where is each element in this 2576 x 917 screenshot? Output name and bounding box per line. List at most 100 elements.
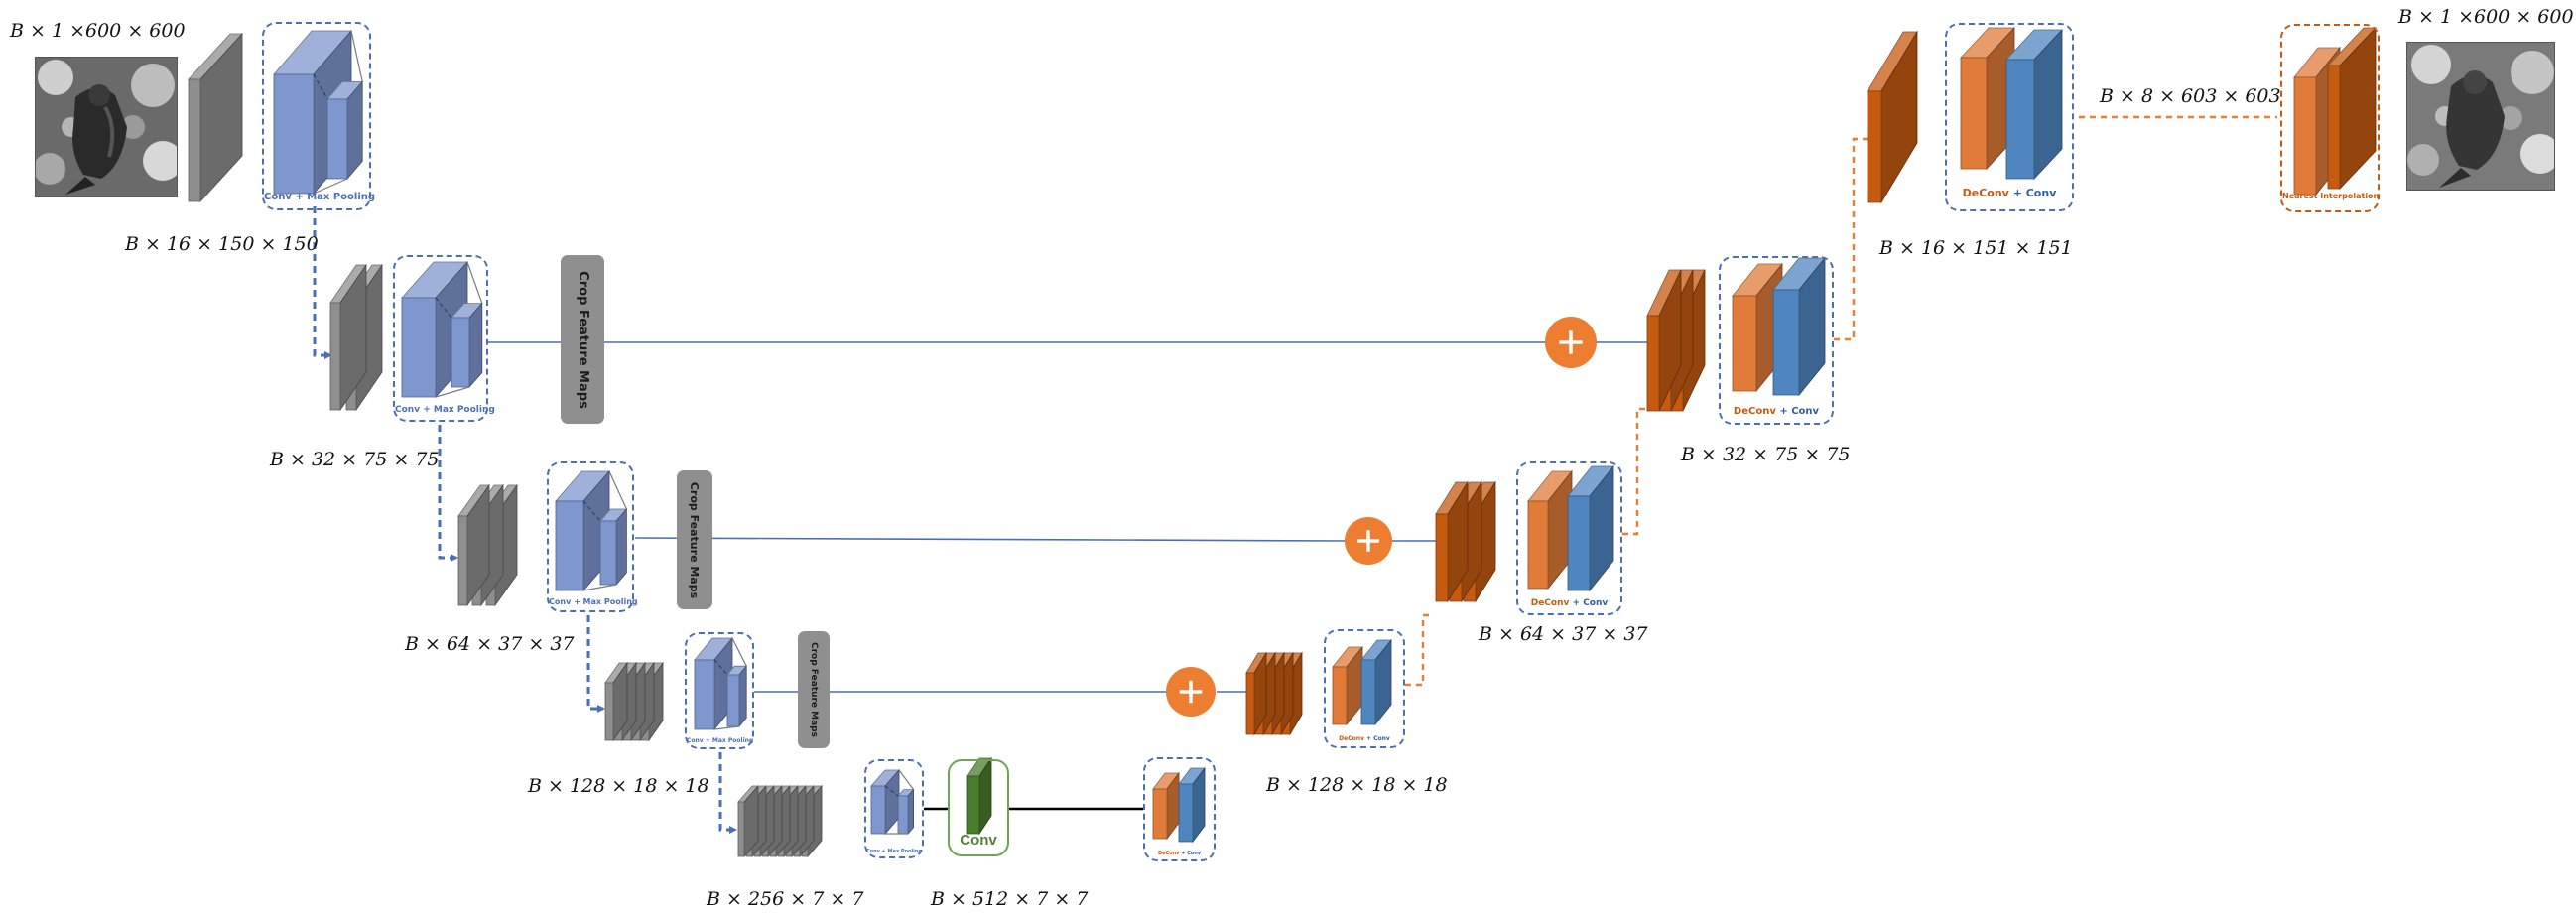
crop-feature-maps-3: Crop Feature Maps [798,631,830,748]
deconv-conv-prism-2-conv-slab [1772,256,1826,397]
dim-enc1: B × 16 × 150 × 150 [125,233,319,255]
conv-maxpool-module-4: Conv + Max Pooling [685,632,754,749]
conv-maxpool-prism-3 [555,469,628,592]
conv-maxpool-label-3: Conv + Max Pooling [549,597,638,606]
plus-circle-icon-3-cross [1179,680,1203,704]
conv-text-3: + Conv [1572,598,1609,608]
bottleneck-conv-label: Conv [960,832,997,849]
enc-stack-5-slab-1 [737,784,759,858]
dim-enc2: B × 32 × 75 × 75 [270,449,440,470]
conv-maxpool-prism-3-edge [608,470,627,510]
down-arrow-3 [586,615,605,713]
conv-maxpool-module-2: Conv + Max Pooling [393,255,495,422]
enc-stack-4-slab-1 [604,661,628,742]
deconv-conv-label-2: DeConv + Conv [1721,406,1832,417]
down-arrow-4 [718,752,737,834]
conv-maxpool-prism-5 [870,768,915,836]
deconv-conv-prism-2 [1732,256,1826,397]
deconv-conv-prism-3-conv-slab [1567,464,1614,592]
output-bird-photo [2407,43,2554,190]
dim-enc4: B × 128 × 18 × 18 [528,775,709,797]
conv-maxpool-prism-3-edge [582,500,601,522]
conv-maxpool-module-1: Conv + Max Pooling [262,22,376,210]
deconv-conv-label-1: DeConv + Conv [1947,187,2072,199]
conv-maxpool-label-5: Conv + Max Pooling [866,849,923,854]
deconv-conv-prism-3 [1527,464,1614,592]
conv-maxpool-prism-4-edge [731,637,747,667]
conv-text-1: + Conv [2012,187,2057,199]
deconv-text-1: DeConv [1962,187,2009,199]
conv-maxpool-prism-2-pool-slab [451,302,483,389]
conv-maxpool-prism-2-edge [435,297,452,319]
conv-maxpool-prism-5-pool-slab [897,788,915,836]
deconv-conv-module-3: DeConv + Conv [1516,461,1622,615]
plus-circle-icon-3 [1166,667,1216,717]
deconv-conv-prism-4-conv-slab [1360,638,1392,726]
conv-maxpool-label-2: Conv + Max Pooling [395,405,495,415]
conv-maxpool-prism-1-pool-slab [326,80,364,181]
input-image [35,57,178,197]
dim-dec4: B × 128 × 18 × 18 [1266,774,1448,796]
input-bird-photo [36,58,177,196]
dim-enc3: B × 64 × 37 × 37 [405,633,575,655]
decoder-feature-stacks [1245,30,1918,736]
deconv-conv-label-3: DeConv + Conv [1518,598,1620,608]
deconv-text-2: DeConv [1733,406,1776,417]
plus-circle-icon-1 [1545,317,1597,368]
conv-maxpool-prism-1-edge [313,178,348,195]
plus-circle-icon-1-cross [1559,330,1583,354]
deconv-conv-prism-5 [1152,766,1206,844]
enc-stack-1-slab-1 [188,32,243,203]
conv-maxpool-prism-1-edge [350,30,363,82]
conv-text-2: + Conv [1779,406,1820,417]
enc-stack-2-slab-1 [329,263,367,412]
conv-maxpool-label-1: Conv + Max Pooling [264,192,376,202]
deconv-conv-prism-1-conv-slab [2005,28,2063,181]
deconv-conv-prism-4 [1332,638,1392,726]
dec-stack-3-slab-1 [1435,480,1469,603]
dim-dec2: B × 32 × 75 × 75 [1681,444,1851,465]
plus-circle-icon-2 [1345,517,1392,565]
skip-line-level-2 [634,537,1346,542]
dim-dec3: B × 64 × 37 × 37 [1479,623,1648,645]
conv-maxpool-prism-5-conv-slab [870,768,900,836]
conv-maxpool-prism-5-edge [884,785,899,797]
dec-stack-2-slab-1 [1646,269,1682,412]
crop-feature-maps-label-3: Crop Feature Maps [809,642,820,737]
dim-input: B × 1 ×600 × 600 [10,20,186,42]
deconv-text-5: DeConv [1157,851,1180,856]
conv-maxpool-prism-2 [401,260,483,399]
conv-maxpool-prism-3-edge [582,584,617,591]
down-arrow-2 [438,425,458,562]
conv-maxpool-prism-4-edge [713,725,740,730]
deconv-conv-label-5: DeConv + Conv [1145,851,1214,856]
deconv-text-3: DeConv [1530,598,1570,608]
deconv-conv-module-5: DeConv + Conv [1143,757,1216,861]
dim-output: B × 1 ×600 × 600 [2398,6,2574,28]
crop-feature-maps-2: Crop Feature Maps [677,470,712,609]
module-prisms [273,26,2377,844]
conv-maxpool-prism-4-edge [713,659,728,676]
up-line-2 [1834,137,1868,341]
encoder-down-arrows [313,206,737,834]
interp-slab-back [2327,26,2377,191]
conv-maxpool-prism-1 [273,29,364,196]
deconv-text-4: DeConv [1339,735,1364,742]
decoder-up-lines [1405,115,2277,687]
dim-interp-in: B × 8 × 603 × 603 [2100,85,2281,107]
conv-maxpool-prism-4 [694,636,748,731]
deconv-conv-prism-3-deconv-slab [1527,469,1573,590]
bottleneck-conv-slab [966,756,992,836]
up-line-4 [1405,613,1433,687]
down-arrow-1 [313,206,332,359]
deconv-conv-prism-5-conv-slab [1178,766,1206,844]
crop-feature-maps-label-1: Crop Feature Maps [575,270,590,409]
plus-circle-icon-2-cross [1357,530,1379,552]
conv-maxpool-prism-2-edge [466,261,483,304]
conv-maxpool-module-5: Conv + Max Pooling [864,759,924,858]
bottleneck-conv-module: Conv [948,759,1009,856]
encoder-feature-stacks [188,32,823,858]
dim-enc5: B × 256 × 7 × 7 [707,888,864,910]
conv-text-5: + Conv [1181,851,1202,856]
